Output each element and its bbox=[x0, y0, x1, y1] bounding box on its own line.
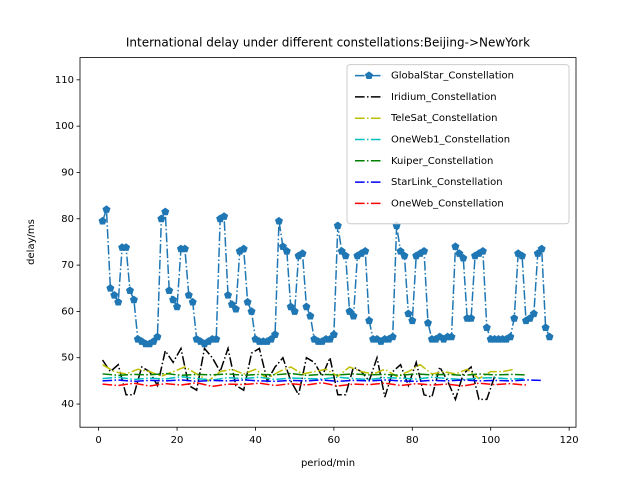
point-marker bbox=[510, 314, 519, 322]
point-marker bbox=[290, 307, 299, 315]
point-marker bbox=[478, 246, 487, 255]
point-marker bbox=[400, 251, 409, 260]
x-tick-label: 20 bbox=[171, 435, 184, 446]
series-line bbox=[102, 375, 527, 381]
legend-label: TeleSat_Constellation bbox=[390, 113, 497, 124]
point-marker bbox=[302, 302, 311, 311]
point-marker bbox=[545, 332, 554, 341]
y-tick-label: 40 bbox=[61, 399, 74, 410]
x-tick-label: 120 bbox=[560, 435, 579, 446]
point-marker bbox=[447, 332, 456, 341]
point-marker bbox=[220, 212, 229, 220]
series-line bbox=[102, 381, 527, 388]
point-marker bbox=[537, 244, 546, 253]
point-marker bbox=[423, 318, 432, 327]
legend-label: OneWeb1_Constellation bbox=[391, 135, 510, 146]
point-marker bbox=[224, 290, 233, 299]
y-tick-label: 70 bbox=[61, 260, 74, 271]
y-tick-label: 100 bbox=[55, 121, 74, 132]
point-marker bbox=[365, 316, 374, 325]
point-marker bbox=[129, 295, 138, 304]
point-marker bbox=[243, 297, 252, 306]
point-marker bbox=[110, 290, 119, 299]
point-marker bbox=[518, 251, 527, 260]
point-marker bbox=[239, 244, 248, 253]
point-marker bbox=[271, 330, 280, 338]
point-marker bbox=[298, 249, 307, 257]
point-marker bbox=[506, 332, 515, 341]
point-marker bbox=[455, 249, 464, 257]
point-marker bbox=[451, 242, 460, 250]
x-tick-label: 80 bbox=[406, 435, 419, 446]
series-line bbox=[102, 372, 527, 377]
x-tick-label: 0 bbox=[95, 435, 101, 446]
y-tick-label: 90 bbox=[61, 167, 74, 178]
legend-label: OneWeb_Constellation bbox=[391, 198, 504, 209]
point-marker bbox=[459, 253, 468, 262]
point-marker bbox=[278, 242, 287, 250]
x-tick-label: 100 bbox=[481, 435, 500, 446]
legend-label: StarLink_Constellation bbox=[391, 177, 503, 188]
point-marker bbox=[173, 302, 182, 311]
point-marker bbox=[349, 311, 358, 320]
point-marker bbox=[188, 297, 197, 306]
point-marker bbox=[180, 244, 189, 253]
x-tick-label: 40 bbox=[249, 435, 262, 446]
y-tick-label: 60 bbox=[61, 306, 74, 317]
point-marker bbox=[122, 243, 131, 251]
y-tick-label: 110 bbox=[55, 75, 74, 86]
point-marker bbox=[408, 316, 417, 325]
point-marker bbox=[282, 246, 291, 255]
point-marker bbox=[420, 246, 429, 255]
point-marker bbox=[404, 309, 413, 318]
legend-marker bbox=[364, 71, 374, 80]
point-marker bbox=[329, 330, 338, 338]
point-marker bbox=[388, 332, 397, 341]
series-line bbox=[102, 379, 542, 383]
legend-label: GlobalStar_Constellation bbox=[391, 71, 514, 82]
y-tick-label: 50 bbox=[61, 353, 74, 364]
y-axis-label: delay/ms bbox=[26, 219, 37, 265]
point-marker bbox=[102, 205, 111, 213]
series-line bbox=[102, 363, 515, 382]
legend-label: Kuiper_Constellation bbox=[391, 156, 493, 167]
point-marker bbox=[98, 216, 107, 225]
legend-label: Iridium_Constellation bbox=[391, 92, 497, 103]
legend-box bbox=[346, 64, 570, 225]
point-marker bbox=[125, 286, 135, 294]
x-tick-label: 60 bbox=[328, 435, 341, 446]
point-marker bbox=[341, 251, 350, 260]
point-marker bbox=[345, 307, 354, 315]
point-marker bbox=[361, 246, 370, 255]
point-marker bbox=[169, 295, 178, 304]
point-marker bbox=[212, 334, 221, 343]
y-tick-label: 80 bbox=[61, 214, 74, 225]
point-marker bbox=[482, 323, 491, 332]
point-marker bbox=[157, 214, 166, 223]
chart-title: International delay under different cons… bbox=[126, 36, 530, 50]
point-marker bbox=[114, 297, 123, 306]
point-marker bbox=[337, 246, 346, 255]
point-marker bbox=[333, 221, 342, 230]
point-marker bbox=[274, 216, 283, 225]
point-marker bbox=[396, 246, 405, 255]
point-marker bbox=[541, 323, 550, 332]
point-marker bbox=[184, 290, 193, 299]
point-marker bbox=[161, 207, 170, 216]
point-marker bbox=[306, 311, 315, 320]
point-marker bbox=[165, 286, 174, 294]
point-marker bbox=[529, 309, 538, 318]
point-marker bbox=[286, 302, 295, 311]
plot-frame bbox=[79, 57, 577, 428]
x-axis-label: period/min bbox=[301, 458, 355, 469]
point-marker bbox=[247, 307, 256, 315]
series-line bbox=[101, 345, 496, 402]
point-marker bbox=[106, 284, 115, 292]
point-marker bbox=[227, 300, 236, 308]
point-marker bbox=[153, 332, 162, 341]
point-marker bbox=[467, 314, 476, 322]
point-marker bbox=[231, 304, 240, 313]
